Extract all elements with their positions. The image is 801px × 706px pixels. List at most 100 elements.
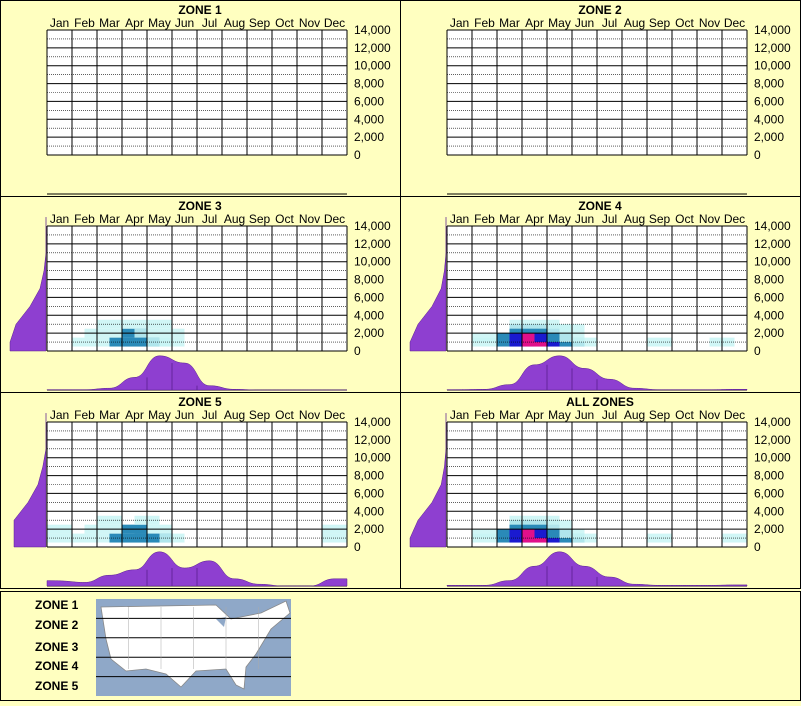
y-tick-label: 4,000 bbox=[754, 112, 784, 126]
elevation-profile bbox=[409, 413, 447, 548]
y-tick-label: 6,000 bbox=[354, 290, 384, 304]
zone-legend-label: ZONE 5 bbox=[35, 679, 79, 693]
y-tick-label: 12,000 bbox=[754, 41, 791, 55]
y-tick-label: 0 bbox=[754, 540, 761, 554]
month-tick-label: Mar bbox=[99, 16, 120, 30]
month-tick-label: Nov bbox=[699, 212, 720, 226]
month-tick-label: Dec bbox=[324, 408, 345, 422]
y-tick-label: 10,000 bbox=[754, 59, 791, 73]
month-profile bbox=[446, 355, 748, 391]
month-tick-label: Oct bbox=[675, 16, 694, 30]
month-tick-label: Feb bbox=[474, 212, 495, 226]
month-tick-label: Mar bbox=[499, 212, 520, 226]
y-tick-label: 10,000 bbox=[354, 59, 391, 73]
month-tick-label: Sep bbox=[649, 16, 671, 30]
month-tick-label: Oct bbox=[275, 212, 294, 226]
month-tick-label: Sep bbox=[649, 212, 671, 226]
month-tick-label: Dec bbox=[324, 16, 345, 30]
month-tick-label: Aug bbox=[624, 212, 645, 226]
heat-cell bbox=[722, 533, 747, 543]
y-tick-label: 14,000 bbox=[354, 23, 391, 37]
chart-title: ZONE 4 bbox=[578, 199, 622, 213]
y-tick-label: 4,000 bbox=[354, 504, 384, 518]
month-tick-label: Apr bbox=[525, 212, 544, 226]
chart-title: ZONE 5 bbox=[178, 395, 222, 409]
month-tick-label: Mar bbox=[99, 212, 120, 226]
heat-cell bbox=[72, 337, 97, 347]
y-tick-label: 8,000 bbox=[754, 77, 784, 91]
month-tick-label: Aug bbox=[224, 16, 245, 30]
y-tick-label: 14,000 bbox=[754, 23, 791, 37]
zone-legend-label: ZONE 4 bbox=[35, 659, 79, 673]
month-tick-label: Sep bbox=[249, 212, 271, 226]
month-tick-label: Jul bbox=[602, 408, 617, 422]
month-tick-label: Jun bbox=[575, 16, 594, 30]
y-tick-label: 14,000 bbox=[354, 415, 391, 429]
month-tick-label: Feb bbox=[74, 16, 95, 30]
y-tick-label: 10,000 bbox=[354, 255, 391, 269]
month-tick-label: Jan bbox=[50, 408, 69, 422]
chart-panel: ALL ZONES Jan Feb Mar Apr May Jun Jul Aug Sep Oct N… bbox=[409, 395, 791, 587]
y-tick-label: 12,000 bbox=[354, 41, 391, 55]
elevation-profile bbox=[409, 217, 447, 352]
y-tick-label: 10,000 bbox=[754, 255, 791, 269]
month-tick-label: Jul bbox=[202, 212, 217, 226]
month-tick-label: Apr bbox=[125, 408, 144, 422]
y-tick-label: 4,000 bbox=[754, 504, 784, 518]
elevation-profile bbox=[13, 413, 47, 548]
month-tick-label: Apr bbox=[525, 408, 544, 422]
zone-legend-label: ZONE 3 bbox=[35, 640, 79, 654]
chart-title: ZONE 3 bbox=[178, 199, 222, 213]
y-tick-label: 8,000 bbox=[754, 273, 784, 287]
month-tick-label: Oct bbox=[275, 408, 294, 422]
y-tick-label: 2,000 bbox=[354, 130, 384, 144]
y-tick-label: 14,000 bbox=[354, 219, 391, 233]
heat-cell bbox=[322, 533, 347, 543]
month-tick-label: Nov bbox=[299, 212, 320, 226]
y-tick-label: 6,000 bbox=[754, 94, 784, 108]
chart-title: ZONE 1 bbox=[178, 3, 222, 17]
y-tick-label: 2,000 bbox=[754, 326, 784, 340]
y-tick-label: 2,000 bbox=[354, 522, 384, 536]
y-tick-label: 6,000 bbox=[754, 486, 784, 500]
y-tick-label: 2,000 bbox=[354, 326, 384, 340]
y-tick-label: 8,000 bbox=[354, 469, 384, 483]
zone-legend-label: ZONE 2 bbox=[35, 618, 79, 632]
y-tick-label: 6,000 bbox=[354, 94, 384, 108]
month-tick-label: May bbox=[148, 408, 171, 422]
y-tick-label: 12,000 bbox=[754, 433, 791, 447]
y-tick-label: 0 bbox=[354, 540, 361, 554]
month-tick-label: Jul bbox=[602, 212, 617, 226]
y-tick-label: 10,000 bbox=[354, 451, 391, 465]
month-profile bbox=[46, 355, 347, 391]
month-tick-label: Feb bbox=[474, 408, 495, 422]
y-tick-label: 8,000 bbox=[354, 77, 384, 91]
month-tick-label: Jan bbox=[450, 408, 469, 422]
month-tick-label: Jan bbox=[450, 16, 469, 30]
month-tick-label: Jul bbox=[202, 16, 217, 30]
month-tick-label: Apr bbox=[125, 212, 144, 226]
month-tick-label: Aug bbox=[624, 408, 645, 422]
y-tick-label: 0 bbox=[354, 344, 361, 358]
y-tick-label: 4,000 bbox=[354, 308, 384, 322]
map-land bbox=[100, 600, 291, 690]
month-tick-label: Jan bbox=[50, 16, 69, 30]
month-profile bbox=[446, 551, 748, 587]
month-tick-label: Dec bbox=[324, 212, 345, 226]
month-tick-label: May bbox=[548, 408, 571, 422]
month-tick-label: Dec bbox=[724, 212, 745, 226]
month-tick-label: Jul bbox=[202, 408, 217, 422]
zone-legend: ZONE 1 ZONE 2 ZONE 3 ZONE 4 ZONE 5 bbox=[35, 598, 79, 693]
y-tick-label: 10,000 bbox=[754, 451, 791, 465]
month-tick-label: May bbox=[148, 16, 171, 30]
chart-panel: ZONE 4 Jan Feb Mar Apr May Jun Jul Aug Sep Oct Nov D… bbox=[409, 199, 791, 391]
month-tick-label: Jun bbox=[175, 408, 194, 422]
month-tick-label: Oct bbox=[675, 408, 694, 422]
month-tick-label: Aug bbox=[624, 16, 645, 30]
month-tick-label: Jul bbox=[602, 16, 617, 30]
chart-title: ALL ZONES bbox=[566, 395, 634, 409]
chart-panel: ZONE 5 Jan Feb Mar Apr May Jun Jul Aug Sep Oct Nov D… bbox=[13, 395, 391, 587]
chart-panel: ZONE 3 Jan Feb Mar Apr May Jun Jul Aug Sep Oct Nov D… bbox=[9, 199, 391, 391]
